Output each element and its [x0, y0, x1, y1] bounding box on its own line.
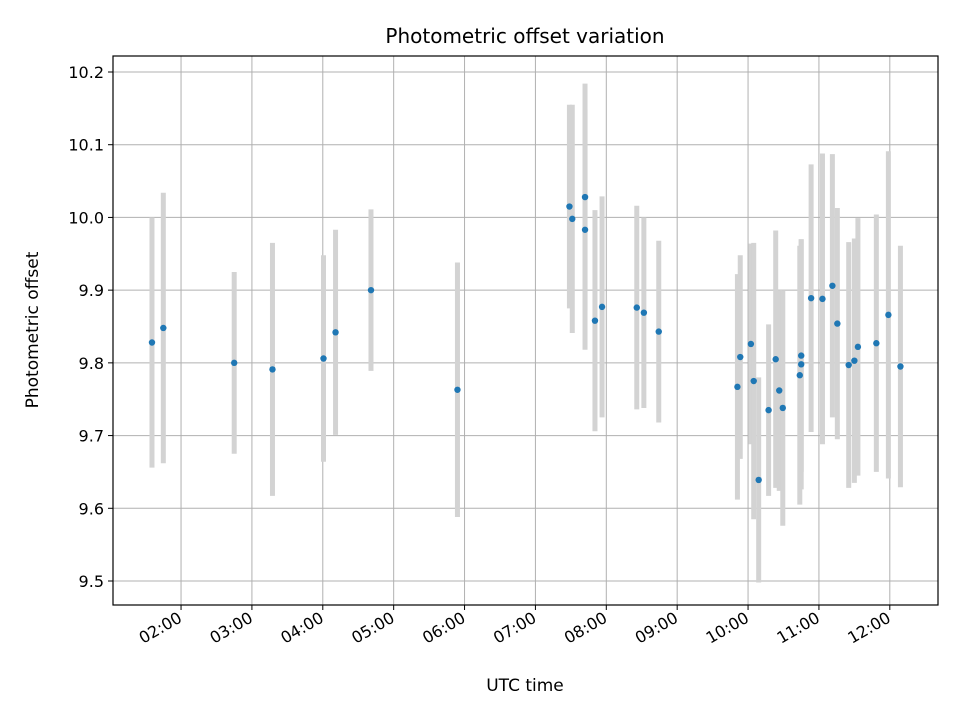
data-point: [655, 328, 662, 335]
data-point: [772, 356, 779, 363]
data-point: [796, 372, 803, 379]
data-point: [755, 476, 762, 484]
data-point: [829, 282, 836, 289]
data-point: [807, 294, 815, 302]
y-tick-label: 10.2: [68, 63, 104, 82]
data-point: [819, 295, 826, 303]
data-point: [598, 303, 606, 311]
data-point: [160, 324, 167, 332]
y-axis-title: Photometric offset: [23, 251, 43, 408]
data-point: [148, 339, 156, 346]
y-tick-label: 9.6: [79, 499, 104, 518]
y-tick-label: 10.0: [68, 208, 104, 227]
data-point: [737, 353, 744, 361]
data-point: [367, 286, 375, 294]
data-point: [885, 311, 892, 319]
data-point: [581, 226, 589, 233]
data-point: [454, 386, 461, 393]
data-point: [581, 193, 589, 201]
data-point: [873, 340, 880, 347]
y-tick-label: 9.9: [79, 281, 104, 300]
data-point: [747, 340, 755, 348]
data-point: [734, 383, 741, 391]
data-point: [851, 357, 858, 364]
data-point: [269, 366, 276, 373]
data-points: [148, 193, 904, 484]
data-point: [834, 320, 841, 327]
data-point: [776, 387, 783, 394]
data-point: [798, 361, 805, 368]
data-point: [591, 317, 599, 324]
y-tick-label: 9.7: [79, 427, 104, 446]
data-point: [320, 355, 327, 362]
data-point: [854, 343, 862, 351]
chart-title: Photometric offset variation: [385, 24, 664, 48]
grid-lines: [113, 56, 938, 605]
data-point: [779, 404, 786, 412]
data-point: [332, 329, 339, 336]
data-point: [569, 215, 576, 223]
data-point: [230, 359, 238, 367]
data-point: [640, 309, 648, 316]
plot-area-frame: [112, 55, 939, 606]
y-tick-label: 10.1: [68, 136, 104, 155]
data-point: [750, 377, 757, 385]
data-point: [765, 406, 772, 414]
y-axis-ticks: 9.5 9.6 9.7 9.8 9.9 10.0 10.1 10.2: [68, 63, 113, 591]
y-tick-label: 9.8: [79, 354, 104, 373]
x-axis-title: UTC time: [486, 676, 564, 696]
data-point: [845, 361, 852, 369]
data-point: [897, 363, 904, 370]
data-point: [633, 304, 640, 311]
data-point: [566, 203, 573, 210]
data-point: [798, 352, 805, 359]
y-tick-label: 9.5: [79, 572, 104, 591]
